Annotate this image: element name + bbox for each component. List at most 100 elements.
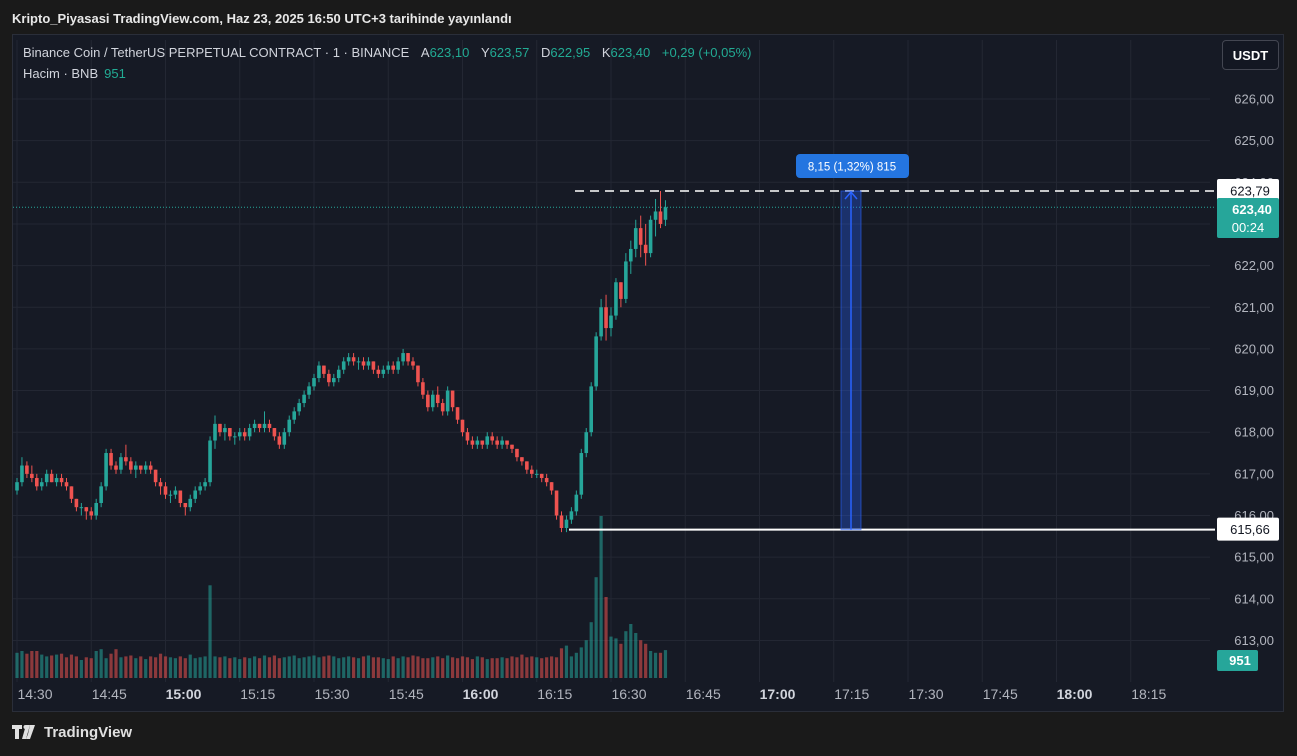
candle-body[interactable] — [361, 361, 366, 366]
candle-body[interactable] — [381, 369, 386, 374]
candle-body[interactable] — [584, 432, 589, 454]
candle-body[interactable] — [114, 465, 118, 470]
candle-body[interactable] — [302, 394, 306, 404]
candle-body[interactable] — [505, 440, 509, 445]
candle-body[interactable] — [287, 419, 292, 433]
candle-body[interactable] — [351, 357, 356, 362]
candle-body[interactable] — [530, 469, 534, 474]
candle-body[interactable] — [455, 407, 460, 420]
candle-body[interactable] — [440, 403, 445, 412]
candle-body[interactable] — [228, 428, 232, 437]
candle-body[interactable] — [233, 436, 237, 438]
candle-body[interactable] — [341, 361, 346, 370]
candle-body[interactable] — [203, 482, 207, 487]
candle-body[interactable] — [346, 357, 351, 362]
candle-body[interactable] — [124, 457, 128, 462]
candle-body[interactable] — [599, 307, 603, 337]
candle-body[interactable] — [609, 315, 613, 329]
candle-body[interactable] — [465, 432, 470, 441]
candle-body[interactable] — [549, 482, 554, 491]
candle-body[interactable] — [143, 465, 148, 470]
candle-body[interactable] — [475, 440, 480, 445]
candle-body[interactable] — [327, 373, 331, 383]
candle-body[interactable] — [158, 482, 163, 487]
candle-body[interactable] — [208, 440, 212, 483]
candle-body[interactable] — [356, 361, 361, 363]
candle-body[interactable] — [332, 378, 336, 383]
candle-body[interactable] — [663, 207, 668, 220]
candle-body[interactable] — [282, 432, 287, 445]
candle-body[interactable] — [109, 453, 113, 466]
candle-body[interactable] — [25, 465, 29, 474]
candle-body[interactable] — [317, 365, 321, 379]
symbol-name[interactable]: Binance Coin / TetherUS PERPETUAL CONTRA… — [23, 45, 410, 60]
candle-body[interactable] — [431, 394, 435, 408]
candle-body[interactable] — [44, 473, 49, 483]
footer-brand[interactable]: TradingView — [12, 724, 132, 741]
candle-body[interactable] — [218, 423, 222, 433]
candle-body[interactable] — [35, 478, 39, 487]
candle-body[interactable] — [272, 428, 277, 437]
candle-body[interactable] — [163, 486, 168, 495]
candle-body[interactable] — [539, 473, 544, 479]
candle-body[interactable] — [99, 486, 103, 504]
candle-body[interactable] — [554, 490, 559, 516]
candle-body[interactable] — [490, 436, 494, 441]
candle-body[interactable] — [193, 490, 197, 499]
candle-body[interactable] — [312, 378, 316, 387]
candle-body[interactable] — [445, 390, 450, 412]
candle-body[interactable] — [371, 361, 376, 370]
candle-body[interactable] — [223, 428, 227, 433]
candle-body[interactable] — [579, 453, 584, 495]
candle-body[interactable] — [247, 428, 252, 437]
candle-body[interactable] — [559, 515, 564, 528]
candle-body[interactable] — [262, 423, 267, 429]
candle-body[interactable] — [336, 369, 341, 379]
candle-body[interactable] — [64, 482, 69, 487]
candle-body[interactable] — [252, 423, 257, 429]
candle-body[interactable] — [614, 282, 618, 316]
candle-body[interactable] — [84, 507, 89, 512]
candle-body[interactable] — [544, 478, 549, 483]
candle-body[interactable] — [653, 211, 658, 220]
candle-body[interactable] — [624, 261, 628, 299]
candle-body[interactable] — [148, 465, 153, 470]
candle-body[interactable] — [213, 423, 217, 441]
candle-body[interactable] — [168, 494, 173, 496]
candle-body[interactable] — [69, 486, 74, 499]
candle-body[interactable] — [391, 365, 395, 370]
candle-body[interactable] — [297, 403, 301, 412]
candle-body[interactable] — [574, 494, 579, 512]
candle-body[interactable] — [376, 369, 381, 374]
candle-body[interactable] — [401, 353, 405, 362]
candle-body[interactable] — [633, 228, 638, 249]
candle-body[interactable] — [495, 440, 499, 445]
candle-body[interactable] — [119, 457, 123, 470]
candle-body[interactable] — [396, 361, 400, 370]
candle-body[interactable] — [15, 482, 19, 491]
candle-body[interactable] — [520, 457, 524, 462]
candle-body[interactable] — [20, 465, 24, 483]
candle-body[interactable] — [198, 486, 202, 491]
candle-body[interactable] — [480, 440, 485, 445]
candle-body[interactable] — [604, 307, 608, 329]
candle-body[interactable] — [129, 461, 133, 470]
candle-body[interactable] — [188, 498, 193, 508]
candle-body[interactable] — [59, 478, 64, 483]
candle-body[interactable] — [54, 478, 59, 483]
candle-body[interactable] — [89, 511, 94, 516]
candle-body[interactable] — [178, 490, 183, 504]
candle-body[interactable] — [366, 361, 371, 366]
candle-body[interactable] — [307, 386, 311, 395]
candle-body[interactable] — [515, 448, 519, 458]
candle-body[interactable] — [74, 498, 79, 508]
candle-body[interactable] — [421, 382, 425, 395]
candle-body[interactable] — [594, 336, 598, 387]
candle-body[interactable] — [629, 248, 633, 262]
candle-body[interactable] — [510, 444, 514, 449]
candle-body[interactable] — [104, 453, 108, 487]
candle-body[interactable] — [658, 211, 663, 224]
candle-body[interactable] — [49, 473, 54, 483]
candle-body[interactable] — [322, 365, 326, 374]
candle-body[interactable] — [153, 469, 158, 483]
